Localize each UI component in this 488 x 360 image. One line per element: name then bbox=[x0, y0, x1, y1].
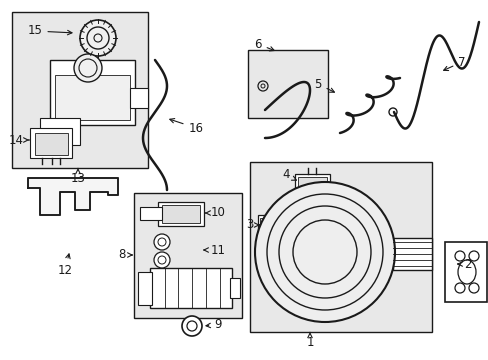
Text: 6: 6 bbox=[254, 37, 274, 51]
Text: 16: 16 bbox=[169, 118, 203, 135]
Circle shape bbox=[182, 316, 202, 336]
Circle shape bbox=[80, 20, 116, 56]
Bar bbox=[35, 133, 68, 155]
Bar bbox=[140, 207, 162, 220]
Bar bbox=[260, 218, 275, 234]
Bar bbox=[162, 205, 200, 223]
Text: 8: 8 bbox=[118, 248, 132, 261]
Bar bbox=[294, 174, 329, 190]
Bar bbox=[247, 50, 327, 118]
Bar bbox=[229, 278, 240, 298]
Text: 1: 1 bbox=[305, 333, 313, 348]
Text: 2: 2 bbox=[457, 257, 471, 270]
Bar bbox=[134, 193, 242, 318]
Bar bbox=[392, 238, 431, 270]
Polygon shape bbox=[28, 178, 118, 215]
Text: 10: 10 bbox=[204, 207, 225, 220]
Bar bbox=[444, 242, 486, 302]
Text: 15: 15 bbox=[27, 24, 72, 37]
Text: 12: 12 bbox=[58, 254, 72, 276]
Text: 7: 7 bbox=[443, 55, 465, 71]
Text: 5: 5 bbox=[314, 77, 334, 92]
Bar bbox=[258, 215, 278, 237]
Circle shape bbox=[154, 234, 170, 250]
Circle shape bbox=[74, 54, 102, 82]
Bar bbox=[50, 60, 135, 125]
Bar bbox=[12, 12, 148, 168]
Bar bbox=[297, 177, 326, 188]
Bar bbox=[138, 272, 152, 305]
Text: 13: 13 bbox=[70, 168, 85, 184]
Bar bbox=[55, 75, 130, 120]
Bar bbox=[150, 268, 231, 308]
Circle shape bbox=[154, 252, 170, 268]
Text: 9: 9 bbox=[205, 319, 221, 332]
Bar bbox=[40, 118, 80, 145]
Text: 14: 14 bbox=[8, 134, 29, 147]
Bar bbox=[130, 88, 148, 108]
Bar bbox=[249, 162, 431, 332]
Text: 11: 11 bbox=[203, 243, 225, 256]
Text: 4: 4 bbox=[282, 168, 296, 181]
Bar bbox=[158, 202, 203, 226]
Circle shape bbox=[254, 182, 394, 322]
Bar bbox=[30, 128, 72, 158]
Text: 3: 3 bbox=[246, 219, 259, 231]
